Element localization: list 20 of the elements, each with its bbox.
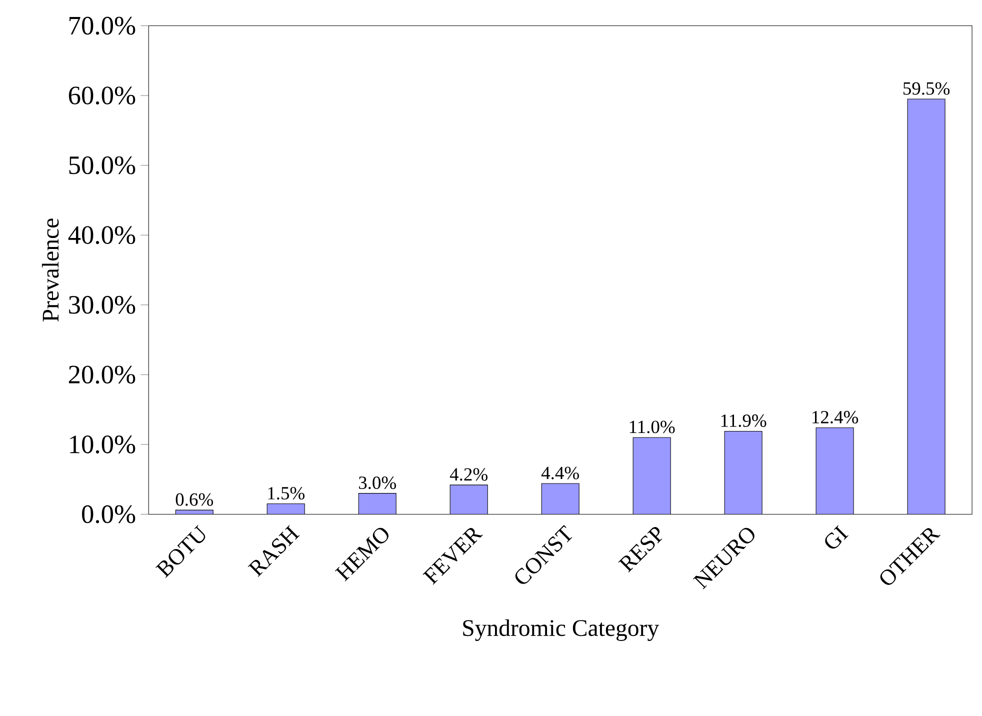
data-label: 11.0% bbox=[630, 420, 675, 434]
y-tick-label: 10.0% bbox=[70, 435, 136, 454]
data-label: 59.5% bbox=[903, 82, 950, 95]
y-tick-label: 40.0% bbox=[68, 226, 136, 244]
data-label: 4.2% bbox=[450, 468, 488, 481]
y-tick-label: 20.0% bbox=[68, 366, 136, 384]
data-label: 1.5% bbox=[268, 486, 304, 500]
y-tick-label: 70.0% bbox=[70, 16, 136, 35]
data-label: 3.0% bbox=[358, 476, 396, 489]
data-label: 11.9% bbox=[721, 414, 766, 427]
y-tick-label: 60.0% bbox=[68, 86, 136, 104]
data-label: 12.4% bbox=[812, 410, 858, 424]
data-label: 0.6% bbox=[176, 493, 214, 506]
x-tick-label: GI bbox=[825, 525, 848, 548]
y-tick-label: 0.0% bbox=[82, 505, 136, 524]
data-label: 4.4% bbox=[541, 466, 579, 480]
y-axis-title: Prevalence bbox=[42, 218, 59, 322]
y-tick-label: 30.0% bbox=[69, 296, 136, 314]
x-axis-title: Syndromic Category bbox=[463, 619, 660, 641]
y-tick-label: 50.0% bbox=[69, 156, 136, 174]
